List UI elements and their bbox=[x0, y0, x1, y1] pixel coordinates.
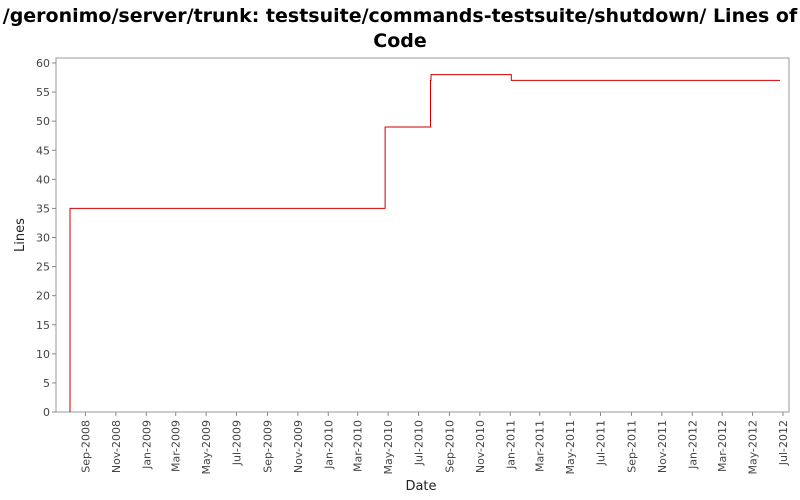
x-tick-label: Nov-2008 bbox=[110, 420, 123, 473]
y-tick-label: 5 bbox=[43, 377, 50, 390]
x-tick-label: May-2009 bbox=[200, 420, 213, 475]
x-tick-label: Jan-2011 bbox=[504, 420, 517, 470]
x-tick-label: Nov-2009 bbox=[292, 420, 305, 473]
chart-title: /geronimo/server/trunk: testsuite/comman… bbox=[0, 4, 800, 54]
x-tick-label: Jul-2012 bbox=[777, 420, 790, 466]
y-tick-label: 20 bbox=[36, 290, 50, 303]
x-tick-label: Jul-2009 bbox=[231, 420, 244, 466]
x-tick-label: May-2010 bbox=[382, 420, 395, 475]
x-axis-label: Date bbox=[405, 479, 436, 494]
x-tick-label: Mar-2012 bbox=[716, 420, 729, 472]
y-axis: 0 5 10 15 20 25 30 35 40 45 50 55 60 bbox=[36, 57, 56, 419]
y-tick-label: 30 bbox=[36, 232, 50, 245]
y-tick-label: 50 bbox=[36, 115, 50, 128]
chart-title-line-2: Code bbox=[373, 30, 427, 52]
x-tick-label: Jul-2010 bbox=[413, 420, 426, 466]
x-tick-label: Sep-2010 bbox=[443, 420, 456, 473]
x-tick-label: Jan-2012 bbox=[686, 420, 699, 470]
y-tick-label: 60 bbox=[36, 57, 50, 70]
x-tick-label: Sep-2011 bbox=[625, 420, 638, 473]
x-tick-label: Sep-2008 bbox=[79, 420, 92, 473]
x-tick-label: Mar-2010 bbox=[352, 420, 365, 472]
y-tick-label: 55 bbox=[36, 86, 50, 99]
y-tick-label: 15 bbox=[36, 319, 50, 332]
x-tick-label: May-2012 bbox=[747, 420, 760, 475]
series-line bbox=[69, 74, 780, 412]
x-tick-label: May-2011 bbox=[564, 420, 577, 475]
x-tick-label: Nov-2010 bbox=[474, 420, 487, 473]
y-tick-label: 40 bbox=[36, 173, 50, 186]
x-tick-label: Jul-2011 bbox=[595, 420, 608, 466]
plot-area bbox=[55, 57, 790, 413]
y-tick-label: 0 bbox=[43, 406, 50, 419]
x-tick-label: Jan-2010 bbox=[322, 420, 335, 470]
x-axis: Sep-2008 Nov-2008 Jan-2009 Mar-2009 May-2009… bbox=[79, 412, 790, 475]
x-tick-label: Jan-2009 bbox=[140, 420, 153, 470]
x-tick-label: Mar-2011 bbox=[534, 420, 547, 472]
x-tick-label: Sep-2009 bbox=[261, 420, 274, 473]
x-tick-label: Mar-2009 bbox=[170, 420, 183, 472]
y-axis-label: Lines bbox=[13, 218, 28, 252]
chart-title-line-1: /geronimo/server/trunk: testsuite/comman… bbox=[2, 5, 798, 27]
y-tick-label: 45 bbox=[36, 144, 50, 157]
y-tick-label: 10 bbox=[36, 348, 50, 361]
x-tick-label: Nov-2011 bbox=[656, 420, 669, 473]
y-tick-label: 25 bbox=[36, 261, 50, 274]
y-tick-label: 35 bbox=[36, 202, 50, 215]
